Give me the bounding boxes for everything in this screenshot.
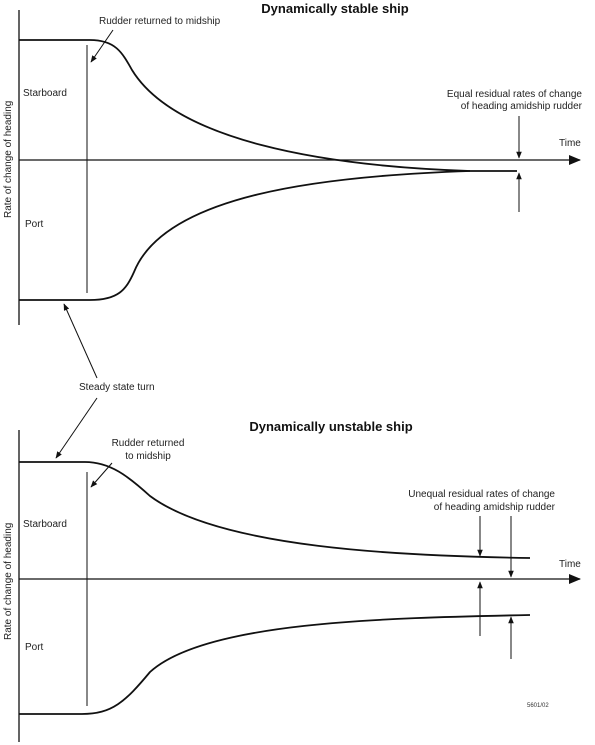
stable-starboard-curve [19, 39, 517, 172]
stable-y-axis-label: Rate of change of heading [3, 101, 14, 218]
unstable-starboard-curve [19, 461, 531, 559]
stable-residual-note-line2: of heading amidship rudder [461, 101, 583, 112]
unstable-ship-diagram: Dynamically unstable ship Rate of change… [3, 419, 581, 742]
stable-diagram-title: Dynamically stable ship [261, 1, 408, 16]
unstable-residual-note-line2: of heading amidship rudder [434, 502, 556, 513]
stable-rudder-pointer [90, 29, 114, 63]
steady-state-note: Steady state turn [79, 382, 155, 393]
steady-state-pointer-down [55, 397, 98, 459]
unstable-y-axis-label: Rate of change of heading [3, 523, 14, 640]
stable-rudder-note: Rudder returned to midship [99, 16, 221, 27]
unstable-x-axis-label: Time [559, 559, 581, 570]
unstable-port-label: Port [25, 642, 44, 653]
unstable-rudder-pointer [90, 462, 113, 488]
stable-starboard-label: Starboard [23, 88, 67, 99]
figure-code: 5601/02 [527, 703, 549, 709]
unstable-port-curve [19, 614, 531, 715]
stable-residual-note-line1: Equal residual rates of change [447, 89, 583, 100]
steady-state-pointer-up [63, 303, 98, 379]
unstable-rudder-note-line1: Rudder returned [112, 438, 185, 449]
stable-x-axis-label: Time [559, 138, 581, 149]
unstable-starboard-label: Starboard [23, 519, 67, 530]
stable-port-label: Port [25, 219, 44, 230]
unstable-diagram-title: Dynamically unstable ship [249, 419, 412, 434]
stable-ship-diagram: Dynamically stable ship Rate of change o… [3, 1, 583, 325]
stable-port-curve [19, 170, 471, 301]
unstable-residual-note-line1: Unequal residual rates of change [408, 489, 555, 500]
steady-state-annotation: Steady state turn [55, 303, 155, 459]
unstable-rudder-note-line2: to midship [125, 451, 171, 462]
